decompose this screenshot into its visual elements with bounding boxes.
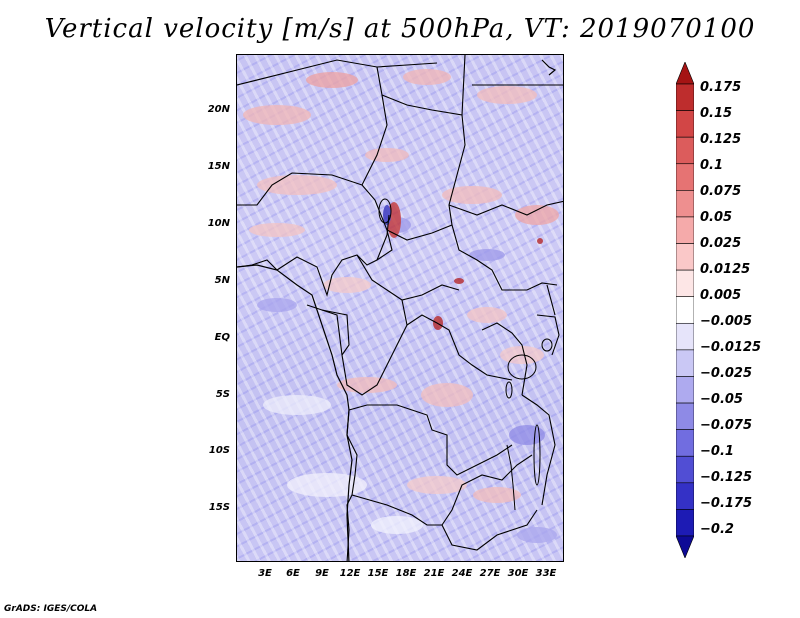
- lon-tick-label: 33E: [535, 568, 557, 579]
- lon-tick-label: 12E: [339, 568, 361, 579]
- lon-tick-label: 30E: [507, 568, 529, 579]
- colorbar-swatch: [676, 535, 694, 558]
- colorbar-label: −0.075: [700, 418, 753, 433]
- colorbar-swatch: [676, 296, 694, 324]
- colorbar-label: 0.1: [700, 158, 724, 173]
- colorbar-label: 0.0125: [700, 262, 751, 277]
- colorbar-label: −0.1: [700, 444, 734, 459]
- colorbar-swatch: [676, 402, 694, 430]
- credit-text: GrADS: IGES/COLA: [4, 604, 98, 614]
- colorbar-label: −0.2: [700, 522, 734, 537]
- colorbar-swatch: [676, 455, 694, 484]
- lat-tick-label: 5N: [214, 275, 230, 286]
- colorbar-swatch: [676, 429, 694, 457]
- coastline: [237, 59, 557, 561]
- colorbar-label: −0.005: [700, 314, 753, 329]
- chart-title: Vertical velocity [m/s] at 500hPa, VT: 2…: [44, 14, 756, 44]
- lon-tick-label: 24E: [451, 568, 473, 579]
- lon-tick-label: 18E: [395, 568, 417, 579]
- lat-tick-label: 5S: [215, 389, 230, 400]
- colorbar-swatch: [676, 136, 694, 165]
- lon-tick-label: 6E: [286, 568, 300, 579]
- colorbar-swatch: [676, 83, 694, 111]
- colorbar-swatch: [676, 482, 694, 510]
- colorbar-label: 0.025: [700, 236, 742, 251]
- colorbar-label: 0.125: [700, 132, 742, 147]
- map-field: [237, 55, 563, 561]
- colorbar-label: 0.075: [700, 184, 742, 199]
- colorbar-swatch: [676, 376, 694, 404]
- colorbar-label: 0.005: [700, 288, 742, 303]
- lon-tick-label: 3E: [258, 568, 272, 579]
- colorbar-label: −0.025: [700, 366, 753, 381]
- lat-tick-label: EQ: [214, 332, 230, 343]
- lon-tick-label: 15E: [367, 568, 389, 579]
- colorbar-swatch: [676, 509, 694, 537]
- lat-tick-label: 10N: [207, 218, 230, 229]
- colorbar-label: 0.05: [700, 210, 733, 225]
- lat-tick-label: 15N: [207, 161, 230, 172]
- map-panel: [236, 54, 564, 562]
- lat-tick-label: 10S: [208, 445, 230, 456]
- color-bar: [676, 62, 694, 558]
- colorbar-label: −0.0125: [700, 340, 762, 355]
- colorbar-swatch: [676, 62, 694, 85]
- colorbar-label: −0.05: [700, 392, 743, 407]
- colorbar-label: −0.125: [700, 470, 753, 485]
- colorbar-swatch: [676, 216, 694, 244]
- lat-tick-label: 15S: [208, 502, 230, 513]
- lon-tick-label: 27E: [479, 568, 501, 579]
- lakes: [378, 198, 553, 511]
- colorbar-swatch: [676, 163, 694, 191]
- lon-tick-label: 21E: [423, 568, 445, 579]
- colorbar-swatch: [676, 322, 694, 351]
- colorbar-swatch: [676, 110, 694, 138]
- colorbar-swatch: [676, 190, 694, 218]
- colorbar-label: 0.175: [700, 80, 742, 95]
- colorbar-label: 0.15: [700, 106, 733, 121]
- colorbar-label: −0.175: [700, 496, 753, 511]
- lat-tick-label: 20N: [207, 104, 230, 115]
- colorbar-swatch: [676, 243, 694, 271]
- colorbar-swatch: [676, 269, 694, 298]
- country-borders: [237, 55, 563, 561]
- colorbar-swatch: [676, 349, 694, 377]
- lon-tick-label: 9E: [315, 568, 329, 579]
